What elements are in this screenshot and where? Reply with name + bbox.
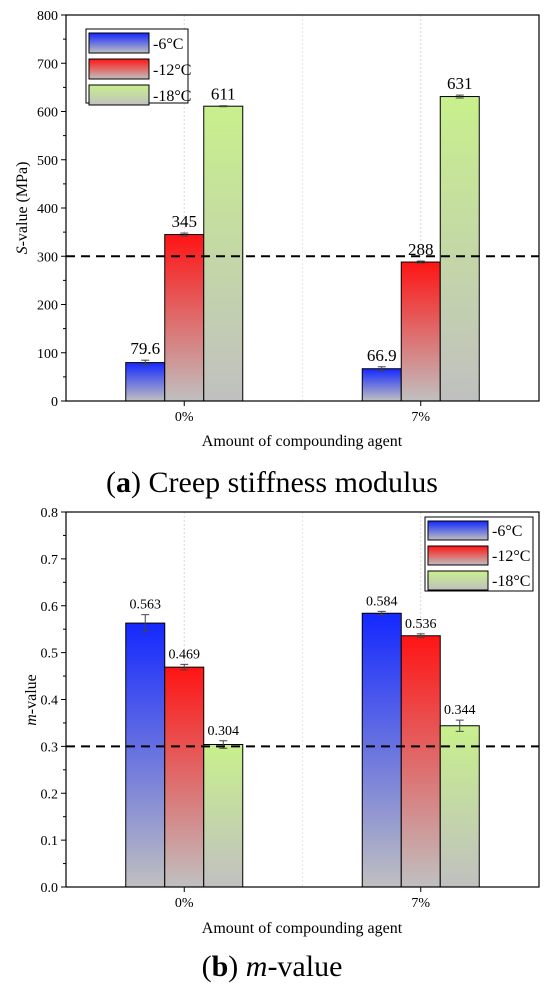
a-legend-swatch (88, 32, 150, 54)
b-data-label: 0.536 (405, 617, 437, 632)
b-legend-label: -12°C (492, 548, 530, 565)
panel-b-chart: m-value Amount of compounding agent (b) … (23, 506, 540, 983)
b-legend-label: -18°C (492, 573, 530, 590)
b-data-label: 0.304 (208, 724, 240, 739)
b-y-tick-label: 0.0 (41, 881, 59, 896)
a-legend-label: -6°C (153, 36, 183, 53)
b-legend-label: -6°C (492, 523, 522, 540)
b-y-tick-label: 0.1 (41, 834, 59, 849)
a-data-label: 288 (408, 240, 434, 259)
b-bar (125, 622, 166, 888)
b-data-label: 0.344 (444, 703, 476, 718)
a-y-tick-label: 300 (37, 250, 58, 265)
b-bar (203, 744, 244, 888)
b-legend: -6°C -12°C -18°C (424, 516, 534, 592)
a-legend-label: -18°C (153, 88, 191, 105)
a-y-tick-label: 600 (37, 106, 58, 121)
a-data-label: 611 (211, 85, 236, 104)
b-legend-swatch (427, 545, 489, 566)
a-bar (203, 105, 244, 402)
a-legend-swatch (88, 84, 150, 106)
a-x-axis-label: Amount of compounding agent (202, 433, 403, 450)
a-data-label: 631 (447, 74, 473, 93)
b-x-tick-label: 7% (411, 896, 430, 911)
b-y-axis-label: m-value (23, 674, 40, 726)
a-bar (439, 96, 480, 402)
a-bar (361, 368, 402, 402)
b-legend-swatch (427, 520, 489, 541)
a-y-tick-label: 700 (37, 57, 58, 72)
a-bar (164, 234, 205, 402)
b-y-tick-label: 0.7 (41, 553, 59, 568)
a-bar (400, 261, 441, 402)
b-legend-swatch (427, 570, 489, 591)
a-y-tick-label: 200 (37, 299, 58, 314)
a-x-tick-label: 7% (411, 410, 430, 425)
b-caption: (b) m-value (202, 950, 343, 983)
a-y-tick-label: 500 (37, 154, 58, 169)
b-y-tick-label: 0.2 (41, 787, 59, 802)
a-y-axis-label: S-value (MPa) (14, 162, 31, 255)
b-y-tick-label: 0.5 (41, 647, 59, 662)
a-bar (125, 362, 166, 402)
b-y-tick-label: 0.8 (41, 506, 59, 521)
a-x-tick-label: 0% (175, 410, 194, 425)
a-legend-swatch (88, 58, 150, 80)
b-bar (361, 612, 402, 888)
a-data-label: 345 (172, 212, 198, 231)
b-bar (164, 666, 205, 888)
b-bar (400, 635, 441, 888)
a-y-tick-label: 400 (37, 202, 58, 217)
panel-a-chart: S-value (MPa) Amount of compounding agen… (14, 9, 540, 499)
a-y-tick-label: 100 (37, 347, 58, 362)
a-legend: -6°C -12°C -18°C (85, 28, 191, 106)
b-y-tick-label: 0.6 (41, 600, 59, 615)
b-bar (439, 725, 480, 888)
a-legend-label: -12°C (153, 62, 191, 79)
b-x-axis-label: Amount of compounding agent (202, 920, 403, 937)
b-y-tick-label: 0.4 (41, 694, 59, 709)
b-x-tick-label: 0% (175, 896, 194, 911)
b-y-tick-label: 0.3 (41, 740, 59, 755)
a-data-label: 79.6 (130, 339, 160, 358)
a-y-tick-label: 800 (37, 9, 58, 24)
b-data-label: 0.584 (366, 594, 398, 609)
a-data-label: 66.9 (367, 346, 397, 365)
b-data-label: 0.469 (169, 647, 201, 662)
a-y-tick-label: 0 (51, 395, 58, 410)
a-caption: (a) Creep stiffness modulus (106, 466, 438, 499)
b-data-label: 0.563 (130, 598, 162, 613)
